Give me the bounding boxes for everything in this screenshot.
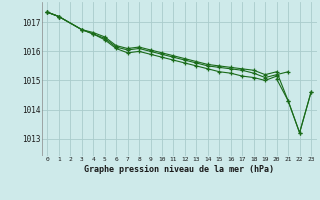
X-axis label: Graphe pression niveau de la mer (hPa): Graphe pression niveau de la mer (hPa) (84, 165, 274, 174)
